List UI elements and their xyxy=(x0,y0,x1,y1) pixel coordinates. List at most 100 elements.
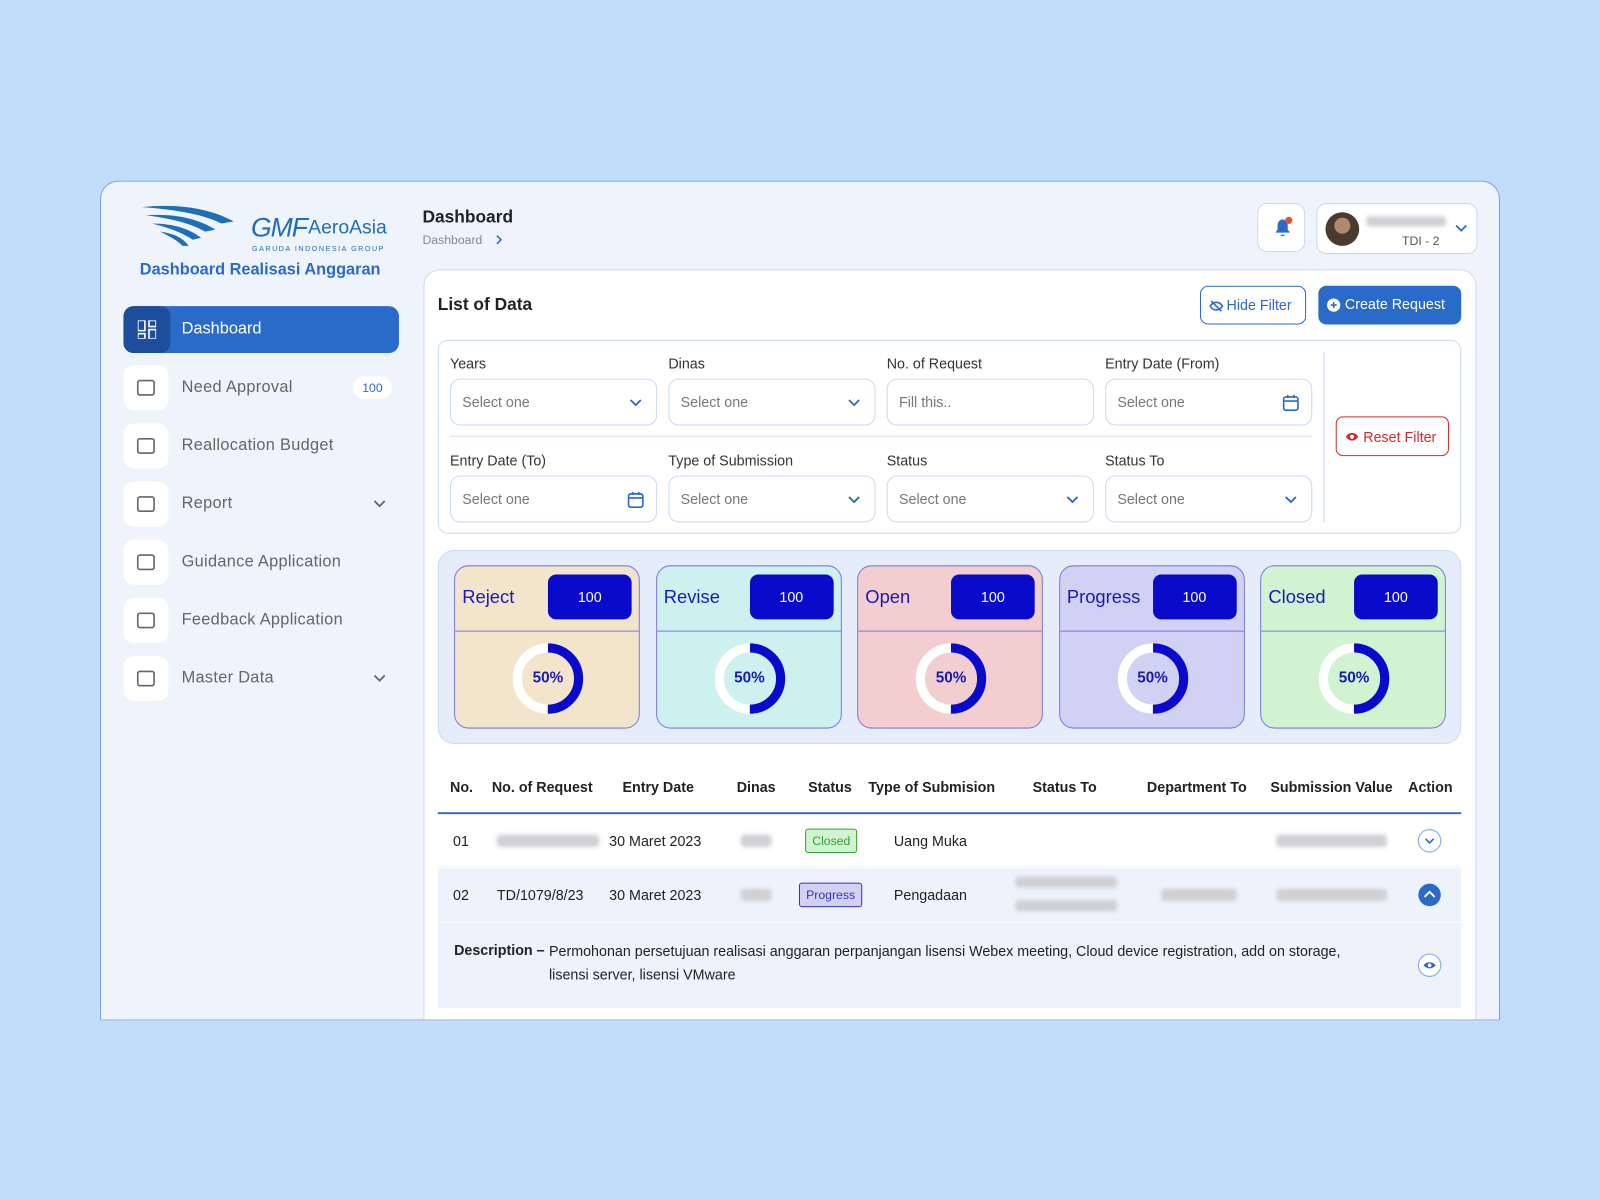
filter-placeholder: Select one xyxy=(462,393,530,411)
nav-icon xyxy=(136,612,155,629)
filter-placeholder: Select one xyxy=(462,490,530,508)
filter-input[interactable]: Select one xyxy=(1105,475,1313,523)
nav-icon xyxy=(136,554,155,571)
filter-label: Years xyxy=(449,355,487,372)
nav-item[interactable]: Reallocation Budget xyxy=(123,423,399,469)
filter-vdivider xyxy=(1323,352,1325,523)
card-percent: 50% xyxy=(935,669,967,687)
chevron xyxy=(848,496,860,504)
filter-input[interactable]: Select one xyxy=(1105,378,1313,426)
chevron-icon xyxy=(1455,224,1467,232)
filter-input[interactable]: Select one xyxy=(886,475,1094,523)
donut-arc xyxy=(1117,643,1188,714)
row-action[interactable] xyxy=(1417,828,1442,853)
card-divider xyxy=(858,630,1042,632)
logo-mark xyxy=(141,205,234,246)
app-title: Dashboard Realisasi Anggaran xyxy=(139,261,381,279)
redacted-cell xyxy=(1276,834,1387,847)
filter-divider xyxy=(449,435,1313,437)
user-menu[interactable]: TDI - 2 xyxy=(1316,203,1478,255)
filter-label: Dinas xyxy=(668,355,705,372)
card-count: 100 xyxy=(749,574,834,620)
nav-icon-box xyxy=(123,539,169,585)
eye-off-icon xyxy=(1209,300,1224,312)
status-card: Reject 100 50% xyxy=(454,565,640,729)
card-name: Progress xyxy=(1066,586,1141,608)
nav-label: Guidance Application xyxy=(181,553,342,571)
action-circle xyxy=(1417,828,1442,853)
nav-icon xyxy=(137,320,157,339)
icon-part xyxy=(136,554,155,571)
filter-label: Entry Date (To) xyxy=(449,452,547,469)
chevron-icon xyxy=(373,500,386,508)
notification-button[interactable] xyxy=(1257,203,1306,253)
calendar-icon xyxy=(627,491,644,508)
filter-input[interactable]: Select one xyxy=(449,378,658,426)
row-action[interactable] xyxy=(1417,883,1441,907)
nav-item[interactable]: Feedback Application xyxy=(123,597,399,643)
filter-placeholder: Select one xyxy=(680,490,749,508)
chevron-icon xyxy=(1285,496,1297,504)
nav-icon-box xyxy=(123,597,169,643)
logo-main: GMF xyxy=(251,212,308,243)
card-percent: 50% xyxy=(1137,669,1168,687)
filter-input[interactable]: Select one xyxy=(668,475,876,523)
view-button[interactable] xyxy=(1417,953,1442,978)
status-card: Progress 100 50% xyxy=(1058,565,1245,729)
table-header: No. of Request xyxy=(491,778,593,795)
card-name: Reject xyxy=(462,586,515,608)
table-header-line xyxy=(437,812,1462,814)
table-cell: 30 Maret 2023 xyxy=(609,832,702,849)
nav-item[interactable]: Master Data xyxy=(123,656,399,702)
table-header: Submission Value xyxy=(1270,778,1393,795)
filter-label: Entry Date (From) xyxy=(1105,355,1220,372)
calendar-line xyxy=(628,491,643,499)
filter-label: Status To xyxy=(1105,452,1165,469)
status-pill: Progress xyxy=(798,882,863,908)
nav-icon xyxy=(136,670,155,687)
calendar-line xyxy=(1283,394,1298,402)
donut-arc xyxy=(512,643,584,714)
status-card: Revise 100 50% xyxy=(655,565,842,729)
chevron-icon xyxy=(848,496,860,504)
nav-item[interactable]: Need Approval 100 xyxy=(123,365,399,411)
eye-icon xyxy=(1345,432,1359,441)
create-request-button[interactable]: Create Request xyxy=(1318,285,1462,325)
redacted-cell xyxy=(1161,888,1237,902)
icon-part xyxy=(136,437,155,454)
nav-label: Master Data xyxy=(181,669,274,687)
bell xyxy=(1275,219,1290,237)
hide-filter-button[interactable]: Hide Filter xyxy=(1199,285,1307,325)
page-title: Dashboard xyxy=(422,207,514,227)
calendar-icon xyxy=(1282,394,1299,412)
filter-input[interactable]: Fill this.. xyxy=(886,378,1094,426)
nav-item[interactable]: Report xyxy=(123,481,399,527)
table-header: Status To xyxy=(1032,778,1097,795)
avatar xyxy=(1325,212,1360,246)
table-header: No. xyxy=(449,778,474,795)
table-cell: Pengadaan xyxy=(893,886,967,904)
table-header: Department To xyxy=(1146,778,1247,795)
action-circle xyxy=(1418,883,1441,907)
reset-filter-button[interactable]: Reset Filter xyxy=(1335,416,1449,457)
card-divider xyxy=(1059,630,1244,632)
card-count: 100 xyxy=(1152,574,1237,620)
nav-icon xyxy=(136,437,155,454)
card-percent: 50% xyxy=(1338,669,1370,687)
chevron-icon xyxy=(848,399,860,407)
filter-input[interactable]: Select one xyxy=(668,378,876,426)
plus-icon xyxy=(1327,298,1341,312)
filter-placeholder: Fill this.. xyxy=(898,393,952,411)
nav-item[interactable]: Guidance Application xyxy=(123,539,399,585)
bell-icon xyxy=(1275,216,1293,237)
filter-input[interactable]: Select one xyxy=(449,475,658,523)
chevron-icon xyxy=(373,674,386,682)
redacted-cell xyxy=(496,834,599,847)
pupil xyxy=(1427,963,1432,968)
nav-label: Dashboard xyxy=(181,320,262,338)
donut xyxy=(915,643,987,714)
redacted-cell xyxy=(740,888,772,902)
filter-label: No. of Request xyxy=(886,355,983,372)
donut xyxy=(1318,643,1390,714)
nav-item-active[interactable]: Dashboard xyxy=(123,306,399,354)
